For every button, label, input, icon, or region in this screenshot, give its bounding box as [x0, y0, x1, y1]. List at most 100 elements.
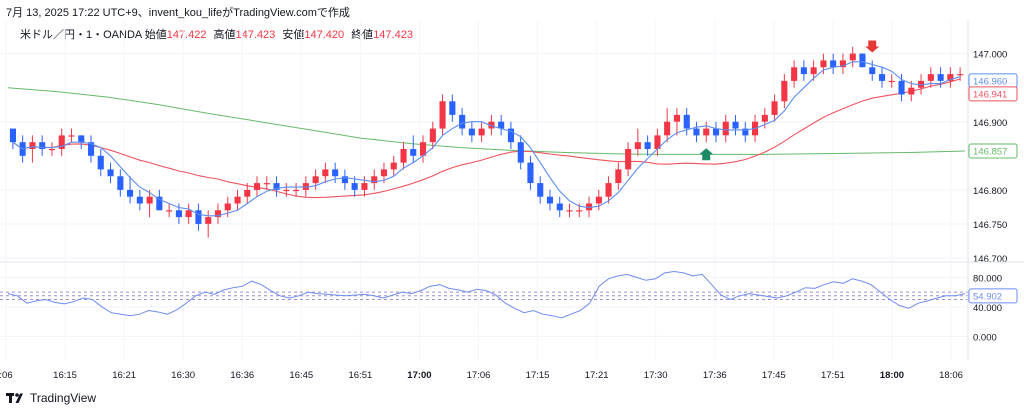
candle — [918, 74, 925, 95]
candle — [478, 121, 485, 143]
candle — [185, 203, 192, 224]
candle-body — [849, 53, 856, 61]
slow-ma-tag: 146.857 — [968, 143, 1018, 159]
mid-ma-path — [12, 78, 961, 199]
candle — [781, 74, 788, 109]
candle — [429, 121, 436, 149]
open-label: 始値 — [144, 29, 167, 41]
candle — [9, 128, 16, 149]
x-tick-label: 16:45 — [289, 370, 313, 381]
candle-body — [234, 196, 241, 204]
candle — [693, 121, 700, 143]
candle — [957, 67, 964, 81]
candle-body — [293, 189, 300, 192]
candle — [48, 142, 55, 156]
candle-body — [683, 114, 690, 129]
candle-body — [332, 169, 339, 177]
candle — [205, 210, 212, 238]
candle — [947, 67, 954, 88]
low-label: 安値 — [282, 29, 305, 41]
x-tick-label: 18:06 — [939, 370, 963, 381]
candle — [263, 176, 270, 190]
candle-body — [703, 128, 710, 136]
sell-arrow-icon — [865, 40, 880, 53]
candle-body — [722, 121, 729, 136]
candle-body — [380, 169, 387, 177]
candle — [546, 189, 553, 211]
rsi-tick-label: 80.000 — [973, 273, 1002, 284]
candle-body — [566, 210, 573, 212]
markers — [699, 40, 880, 161]
low-value: 147.420 — [304, 29, 345, 41]
candle-body — [400, 149, 407, 163]
candle-body — [68, 135, 75, 137]
candle-body — [800, 67, 807, 75]
candle-body — [947, 74, 954, 81]
x-tick-label: 16:51 — [348, 370, 372, 381]
candle-body — [273, 183, 280, 190]
candle — [517, 135, 524, 170]
candle — [156, 189, 163, 211]
candle — [566, 203, 573, 218]
candle — [732, 114, 739, 136]
close-label: 終値 — [351, 29, 374, 41]
candle — [507, 121, 514, 149]
y-tick-label: 146.750 — [973, 220, 1007, 231]
symbol-name[interactable]: 米ドル／円・1・OANDA — [20, 29, 142, 41]
candle-body — [634, 142, 641, 149]
candle — [673, 108, 680, 136]
candle — [683, 108, 690, 136]
x-tick-label: 17:15 — [526, 370, 550, 381]
candles — [9, 46, 964, 238]
candle — [390, 155, 397, 177]
candle-body — [254, 183, 261, 190]
x-tick-label: 17:21 — [585, 370, 609, 381]
candle-body — [224, 203, 231, 211]
candle — [127, 176, 134, 204]
rsi-value-tag-text: 54.902 — [973, 291, 1002, 302]
candle-body — [888, 80, 895, 83]
candle — [820, 53, 827, 75]
candle — [527, 155, 534, 190]
symbol-legend: 米ドル／円・1・OANDA 始値147.422 高値147.423 安値147.… — [20, 26, 417, 42]
candle-body — [732, 121, 739, 129]
candle — [771, 94, 778, 122]
mid-ma-tag-text: 146.941 — [973, 89, 1007, 100]
candle-body — [937, 74, 944, 81]
candle-body — [586, 203, 593, 211]
x-tick-label: 17:36 — [703, 370, 727, 381]
x-tick-label: 18:00 — [880, 370, 904, 381]
mid-ma-tag: 146.941 — [968, 86, 1018, 102]
candle-body — [97, 155, 104, 170]
candle — [254, 176, 261, 197]
candle-body — [459, 114, 466, 129]
candle — [595, 189, 602, 211]
fast-ma-path — [12, 61, 961, 217]
candle-body — [517, 142, 524, 163]
candle — [283, 183, 290, 197]
candle-body — [58, 135, 65, 149]
candle-body — [439, 101, 446, 129]
candle-body — [820, 60, 827, 68]
rsi-value-tag: 54.902 — [968, 288, 1018, 304]
candle — [293, 183, 300, 197]
y-tick-label: 146.800 — [973, 186, 1007, 197]
candle-body — [664, 121, 671, 136]
candle-body — [390, 162, 397, 170]
candle — [175, 203, 182, 224]
candle — [761, 108, 768, 129]
candle — [742, 121, 749, 143]
candle-body — [527, 162, 534, 183]
candle — [332, 162, 339, 184]
candle — [273, 176, 280, 197]
mid-ma-line — [12, 78, 961, 199]
candle-body — [546, 196, 553, 204]
candle — [351, 176, 358, 197]
candle-body — [771, 101, 778, 115]
candle-body — [830, 60, 837, 68]
candle — [791, 60, 798, 88]
candle — [312, 169, 319, 190]
candle — [898, 74, 905, 102]
slow-ma-tag-box — [968, 143, 1018, 159]
